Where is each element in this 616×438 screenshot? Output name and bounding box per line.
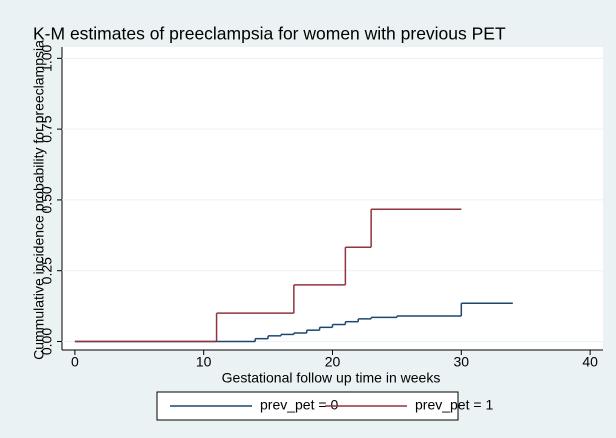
y-tick-label: 0.50 xyxy=(39,186,55,213)
legend-label: prev_pet = 1 xyxy=(415,397,493,413)
x-axis-title: Gestational follow up time in weeks xyxy=(222,370,441,386)
legend-label: prev_pet = 0 xyxy=(260,397,338,413)
y-tick-label: 0.00 xyxy=(39,328,55,355)
x-tick-label: 40 xyxy=(582,354,598,370)
x-tick-label: 30 xyxy=(454,354,470,370)
chart-title: K-M estimates of preeclampsia for women … xyxy=(33,24,506,44)
plot-area xyxy=(62,47,603,350)
y-tick-label: 0.25 xyxy=(39,257,55,284)
y-tick-label: 0.75 xyxy=(39,115,55,142)
y-tick-label: 1.00 xyxy=(39,44,55,71)
x-tick-label: 20 xyxy=(325,354,341,370)
y-axis-title: Cummulative incidence probability for pr… xyxy=(31,40,47,360)
x-tick-label: 0 xyxy=(71,354,79,370)
x-tick-label: 10 xyxy=(196,354,212,370)
